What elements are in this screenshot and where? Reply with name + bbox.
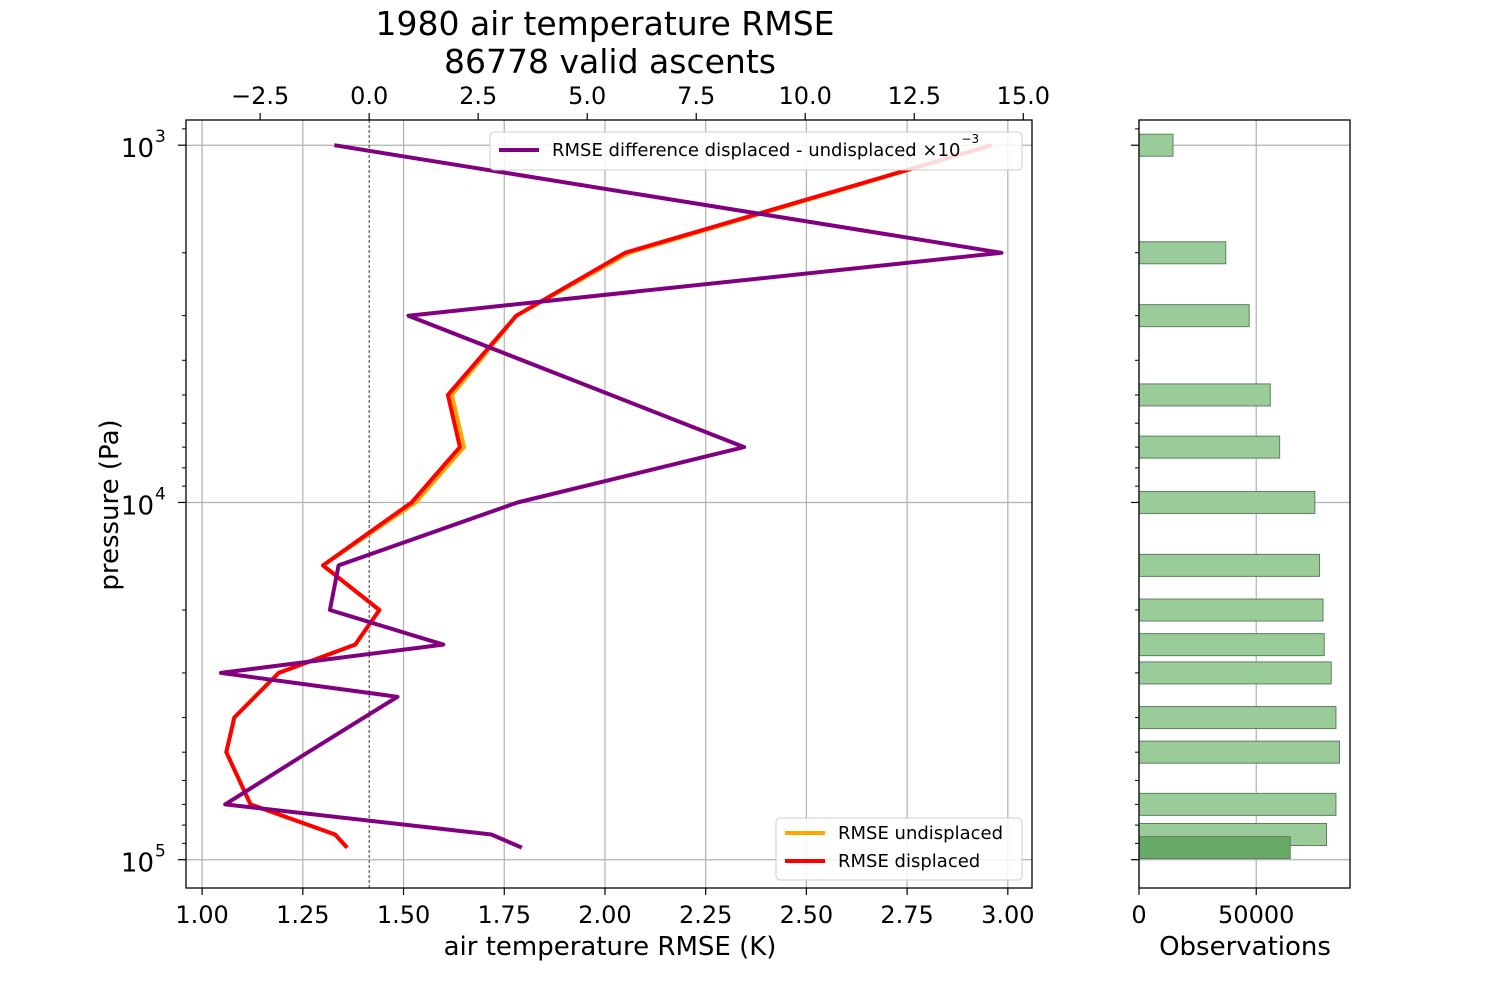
observation-bar bbox=[1138, 133, 1174, 157]
observation-bar bbox=[1138, 598, 1324, 622]
x-tick-label: 1.75 bbox=[478, 901, 531, 929]
obs-x-tick-label: 50000 bbox=[1218, 901, 1294, 929]
x-tick-label: 2.75 bbox=[880, 901, 933, 929]
series-line bbox=[224, 143, 993, 849]
observations-plot: 0 50000 bbox=[1131, 119, 1351, 929]
observation-bar bbox=[1138, 740, 1340, 764]
top-x-tick-label: 0.0 bbox=[350, 82, 388, 110]
y-tick-exponent: 5 bbox=[155, 842, 166, 862]
obs-x-tick-label: 0 bbox=[1131, 901, 1146, 929]
main-plot: 1.00 1.25 1.50 1.75 2.00 2.25 2.50 2.75 3.00 −2.5… bbox=[121, 82, 1050, 929]
obs-axis-label: Observations bbox=[1159, 932, 1331, 962]
y-tick-label: 10 bbox=[121, 849, 154, 879]
y-tick-exponent: 3 bbox=[155, 127, 166, 147]
top-x-tick-label: 7.5 bbox=[677, 82, 715, 110]
legend-box-top bbox=[489, 131, 1023, 171]
chart-title-line1: 1980 air temperature RMSE bbox=[375, 4, 834, 43]
observation-bar bbox=[1138, 490, 1316, 514]
legend-box-bottom bbox=[775, 817, 1023, 881]
top-x-tick-label: 2.5 bbox=[459, 82, 497, 110]
observation-bar bbox=[1138, 706, 1337, 730]
legend-label-exponent: −3 bbox=[961, 132, 979, 146]
observation-bar bbox=[1138, 633, 1325, 657]
top-x-tick-label: 10.0 bbox=[779, 82, 832, 110]
observation-bar bbox=[1138, 553, 1321, 577]
series-line bbox=[218, 143, 1004, 850]
x-tick-label: 2.50 bbox=[780, 901, 833, 929]
top-x-tick-label: 15.0 bbox=[997, 82, 1050, 110]
x-tick-label: 1.25 bbox=[276, 901, 329, 929]
observation-bar bbox=[1138, 661, 1332, 685]
observation-bar bbox=[1138, 383, 1271, 407]
obs-axes-frame bbox=[1138, 119, 1351, 889]
y-tick-exponent: 4 bbox=[155, 484, 166, 504]
x-tick-label: 3.00 bbox=[981, 901, 1034, 929]
top-x-tick-label: 12.5 bbox=[888, 82, 941, 110]
observation-bar-highlight bbox=[1138, 836, 1291, 860]
x-tick-label: 1.00 bbox=[175, 901, 228, 929]
x-tick-label: 1.50 bbox=[377, 901, 430, 929]
top-x-tick-label: −2.5 bbox=[231, 82, 289, 110]
x-axis-label: air temperature RMSE (K) bbox=[444, 932, 777, 962]
observation-bar bbox=[1138, 792, 1337, 816]
x-tick-label: 2.25 bbox=[679, 901, 732, 929]
legend-label: RMSE difference displaced - undisplaced … bbox=[552, 140, 960, 161]
top-x-tick-label: 5.0 bbox=[568, 82, 606, 110]
legend-label: RMSE undisplaced bbox=[838, 823, 1003, 844]
y-axis-label: pressure (Pa) bbox=[95, 419, 125, 590]
x-tick-label: 2.00 bbox=[578, 901, 631, 929]
main-axes-frame bbox=[185, 119, 1033, 889]
legend-label: RMSE displaced bbox=[838, 851, 980, 872]
observation-bar bbox=[1138, 241, 1227, 265]
observation-bar bbox=[1138, 304, 1250, 328]
chart-title-line2: 86778 valid ascents bbox=[444, 42, 776, 81]
y-tick-label: 10 bbox=[121, 134, 154, 164]
observation-bar bbox=[1138, 435, 1281, 459]
y-tick-label: 10 bbox=[121, 491, 154, 521]
series-line bbox=[224, 143, 993, 849]
